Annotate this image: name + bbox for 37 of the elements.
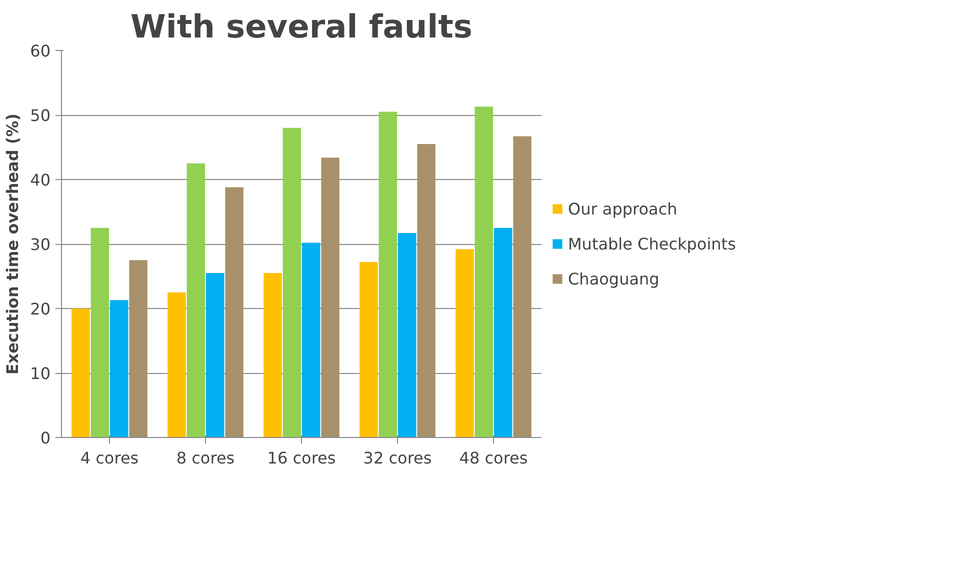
- y-axis-title: Execution time overhead (%): [3, 113, 22, 375]
- legend-label: Mutable Checkpoints: [568, 234, 736, 253]
- bar: [264, 273, 282, 438]
- x-tick-label: 4 cores: [80, 448, 139, 468]
- chart-title: With several faults: [130, 8, 472, 46]
- legend-label: Chaoguang: [568, 269, 660, 288]
- y-tick-label: 20: [30, 300, 50, 318]
- x-tick-label: 16 cores: [267, 448, 336, 468]
- bar: [378, 112, 398, 438]
- y-tick-label: 30: [30, 235, 50, 254]
- bar: [282, 128, 302, 438]
- bar: [206, 273, 224, 438]
- bar: [398, 233, 416, 438]
- bar: [494, 228, 512, 438]
- x-tick-label: 48 cores: [459, 448, 528, 468]
- bar: [474, 106, 494, 438]
- y-tick-label: 40: [30, 170, 50, 190]
- bar: [110, 300, 128, 438]
- x-tick-label: 32 cores: [363, 448, 432, 468]
- bar: [360, 262, 378, 438]
- bar: [186, 163, 206, 438]
- bar: [456, 249, 474, 438]
- y-tick-label: 0: [40, 428, 51, 448]
- bar: [72, 308, 90, 438]
- y-tick-label: 60: [30, 42, 50, 60]
- legend-label: Our approach: [568, 199, 678, 218]
- bar: [321, 158, 340, 438]
- bar: [302, 242, 320, 438]
- bar: [513, 136, 532, 438]
- bar: [129, 260, 148, 438]
- bar: [168, 292, 186, 438]
- y-tick-label: 10: [30, 364, 50, 383]
- bar: [417, 144, 436, 438]
- bar: [90, 228, 110, 438]
- x-tick-label: 8 cores: [176, 448, 235, 468]
- y-tick-label: 50: [30, 106, 50, 125]
- bar: [225, 187, 244, 438]
